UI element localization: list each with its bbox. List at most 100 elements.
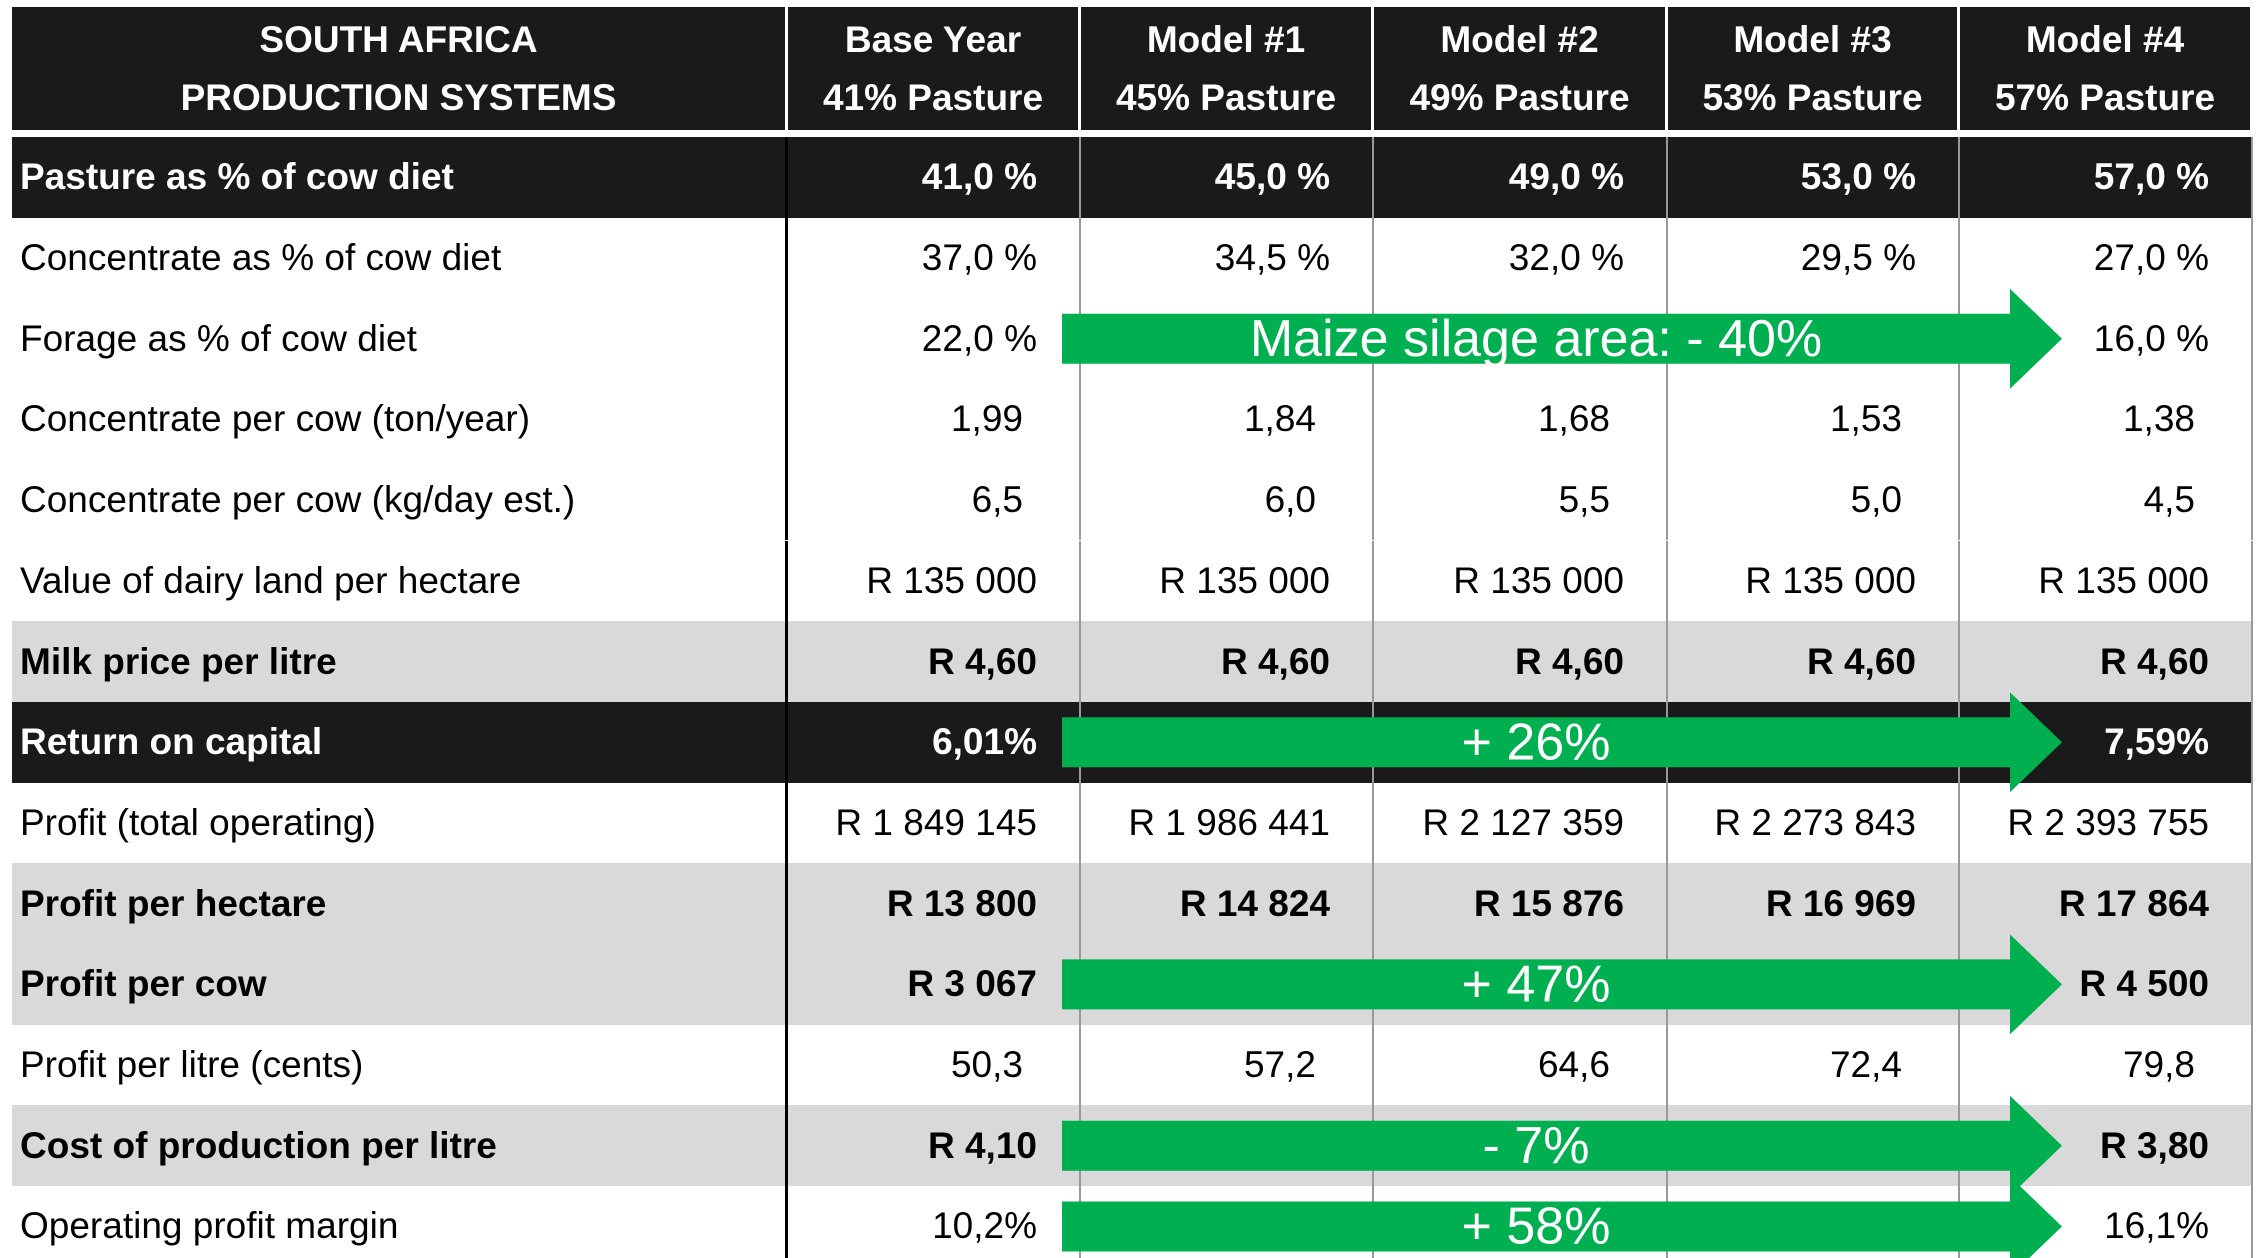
column-header: Model #2 — [1440, 18, 1599, 60]
value-cell: 16,1% — [1960, 1186, 2253, 1258]
value-cell: R 2 393 755 — [1960, 782, 2253, 864]
value-cell: 57,0 % — [1960, 137, 2253, 218]
column-header: 53% Pasture — [1702, 76, 1923, 118]
row-label-text: Forage as % of cow diet — [20, 317, 417, 359]
value: 4,5 — [2143, 479, 2195, 521]
value-cell: 1,84 — [1081, 379, 1374, 460]
header-cell: Model #4 57% Pasture — [1960, 7, 2253, 130]
arrow: + 58% — [1062, 1176, 2062, 1258]
value: 57,2 — [1243, 1044, 1316, 1086]
arrow-shape — [1062, 288, 2062, 389]
row-label: Forage as % of cow diet — [12, 298, 788, 380]
value-cell: 64,6 — [1374, 1024, 1668, 1106]
value-cell: 41,0 % — [788, 137, 1081, 218]
value: 7,59% — [2104, 721, 2209, 763]
row-label: Profit per cow — [12, 944, 788, 1025]
value: R 2 393 755 — [2007, 801, 2209, 843]
value: 22,0 % — [921, 317, 1037, 359]
row-label: Concentrate as % of cow diet — [12, 217, 788, 299]
arrow-label: + 47% — [1462, 955, 1611, 1013]
value-cell: R 2 273 843 — [1668, 782, 1960, 864]
value: R 135 000 — [1453, 559, 1624, 601]
value: R 1 986 441 — [1128, 801, 1330, 843]
row-label-text: Cost of production per litre — [20, 1124, 497, 1166]
value: 6,5 — [971, 479, 1023, 521]
column-header: 41% Pasture — [822, 76, 1044, 118]
value: R 15 876 — [1473, 882, 1624, 924]
row-label: Concentrate per cow (kg/day est.) — [12, 459, 788, 541]
header-title: SOUTH AFRICA — [259, 18, 538, 60]
value: R 17 864 — [2058, 882, 2209, 924]
value-cell: 50,3 — [788, 1024, 1081, 1106]
value-cell: R 4,60 — [1081, 621, 1374, 702]
value-cell: 32,0 % — [1374, 217, 1668, 299]
value-cell: R 4,60 — [1374, 621, 1668, 702]
value-cell: 16,0 % — [1960, 298, 2253, 380]
header-cell: Model #1 45% Pasture — [1081, 7, 1374, 130]
value-cell: 53,0 % — [1668, 137, 1960, 218]
row-label: Operating profit margin — [12, 1186, 788, 1258]
column-header: Model #4 — [2025, 18, 2185, 60]
value-cell: R 13 800 — [788, 863, 1081, 944]
header-cell: Model #2 49% Pasture — [1374, 7, 1668, 130]
arrow-shape — [1062, 1095, 2062, 1196]
value-cell: R 135 000 — [1960, 540, 2253, 622]
value-cell: 37,0 % — [788, 217, 1081, 299]
value: R 3,80 — [2099, 1124, 2209, 1166]
row-label-text: Concentrate per cow (kg/day est.) — [20, 479, 576, 521]
value-cell: R 4 500 — [1960, 944, 2253, 1025]
value-cell: R 135 000 — [1081, 540, 1374, 622]
value-cell: 1,68 — [1374, 379, 1668, 460]
arrow: + 26% — [1062, 692, 2062, 793]
value: 45,0 % — [1214, 156, 1330, 198]
value-cell: 5,5 — [1374, 459, 1668, 541]
value-cell: 72,4 — [1668, 1024, 1960, 1106]
row-label: Profit per hectare — [12, 863, 788, 944]
value-cell: 5,0 — [1668, 459, 1960, 541]
value-cell: R 135 000 — [1374, 540, 1668, 622]
row-label-text: Concentrate per cow (ton/year) — [20, 398, 531, 440]
value: R 4,60 — [927, 640, 1037, 682]
value-cell: 29,5 % — [1668, 217, 1960, 299]
value: 5,0 — [1850, 479, 1902, 521]
value: 32,0 % — [1508, 237, 1624, 279]
value: R 4 500 — [2079, 963, 2209, 1005]
value: 41,0 % — [921, 156, 1037, 198]
value: 1,53 — [1829, 398, 1902, 440]
row-label-text: Profit per hectare — [20, 882, 327, 924]
row-label: Cost of production per litre — [12, 1105, 788, 1187]
header-cell: Base Year 41% Pasture — [788, 7, 1081, 130]
value-cell: 57,2 — [1081, 1024, 1374, 1106]
value-cell: R 135 000 — [788, 540, 1081, 622]
row-label-text: Profit per cow — [20, 963, 267, 1005]
arrow-shape — [1062, 934, 2062, 1035]
value: 79,8 — [2122, 1044, 2195, 1086]
value: 49,0 % — [1508, 156, 1624, 198]
value: 5,5 — [1558, 479, 1610, 521]
value-cell: R 1 986 441 — [1081, 782, 1374, 864]
value-cell: 1,38 — [1960, 379, 2253, 460]
value-cell: 4,5 — [1960, 459, 2253, 541]
header-cell: Model #3 53% Pasture — [1668, 7, 1960, 130]
value-cell: R 4,60 — [1960, 621, 2253, 702]
arrow: Maize silage area: - 40% — [1062, 288, 2062, 389]
row-label-text: Value of dairy land per hectare — [20, 559, 522, 601]
value: R 135 000 — [1745, 559, 1916, 601]
arrow-shape — [1062, 1176, 2062, 1258]
value: R 135 000 — [2038, 559, 2209, 601]
value: 1,38 — [2122, 398, 2195, 440]
value: R 4,10 — [927, 1124, 1037, 1166]
value: 29,5 % — [1800, 237, 1916, 279]
value-cell: 1,53 — [1668, 379, 1960, 460]
value: 16,1% — [2104, 1205, 2209, 1247]
arrow-label: + 26% — [1462, 713, 1611, 771]
column-header: 57% Pasture — [1994, 76, 2216, 118]
column-header: Base Year — [844, 18, 1022, 60]
row-label-text: Milk price per litre — [20, 640, 337, 682]
arrow-label: Maize silage area: - 40% — [1250, 310, 1822, 368]
value: R 16 969 — [1765, 882, 1916, 924]
header-cell: SOUTH AFRICA PRODUCTION SYSTEMS — [12, 7, 788, 130]
row-label-text: Profit (total operating) — [20, 801, 376, 843]
value-cell: 6,5 — [788, 459, 1081, 541]
